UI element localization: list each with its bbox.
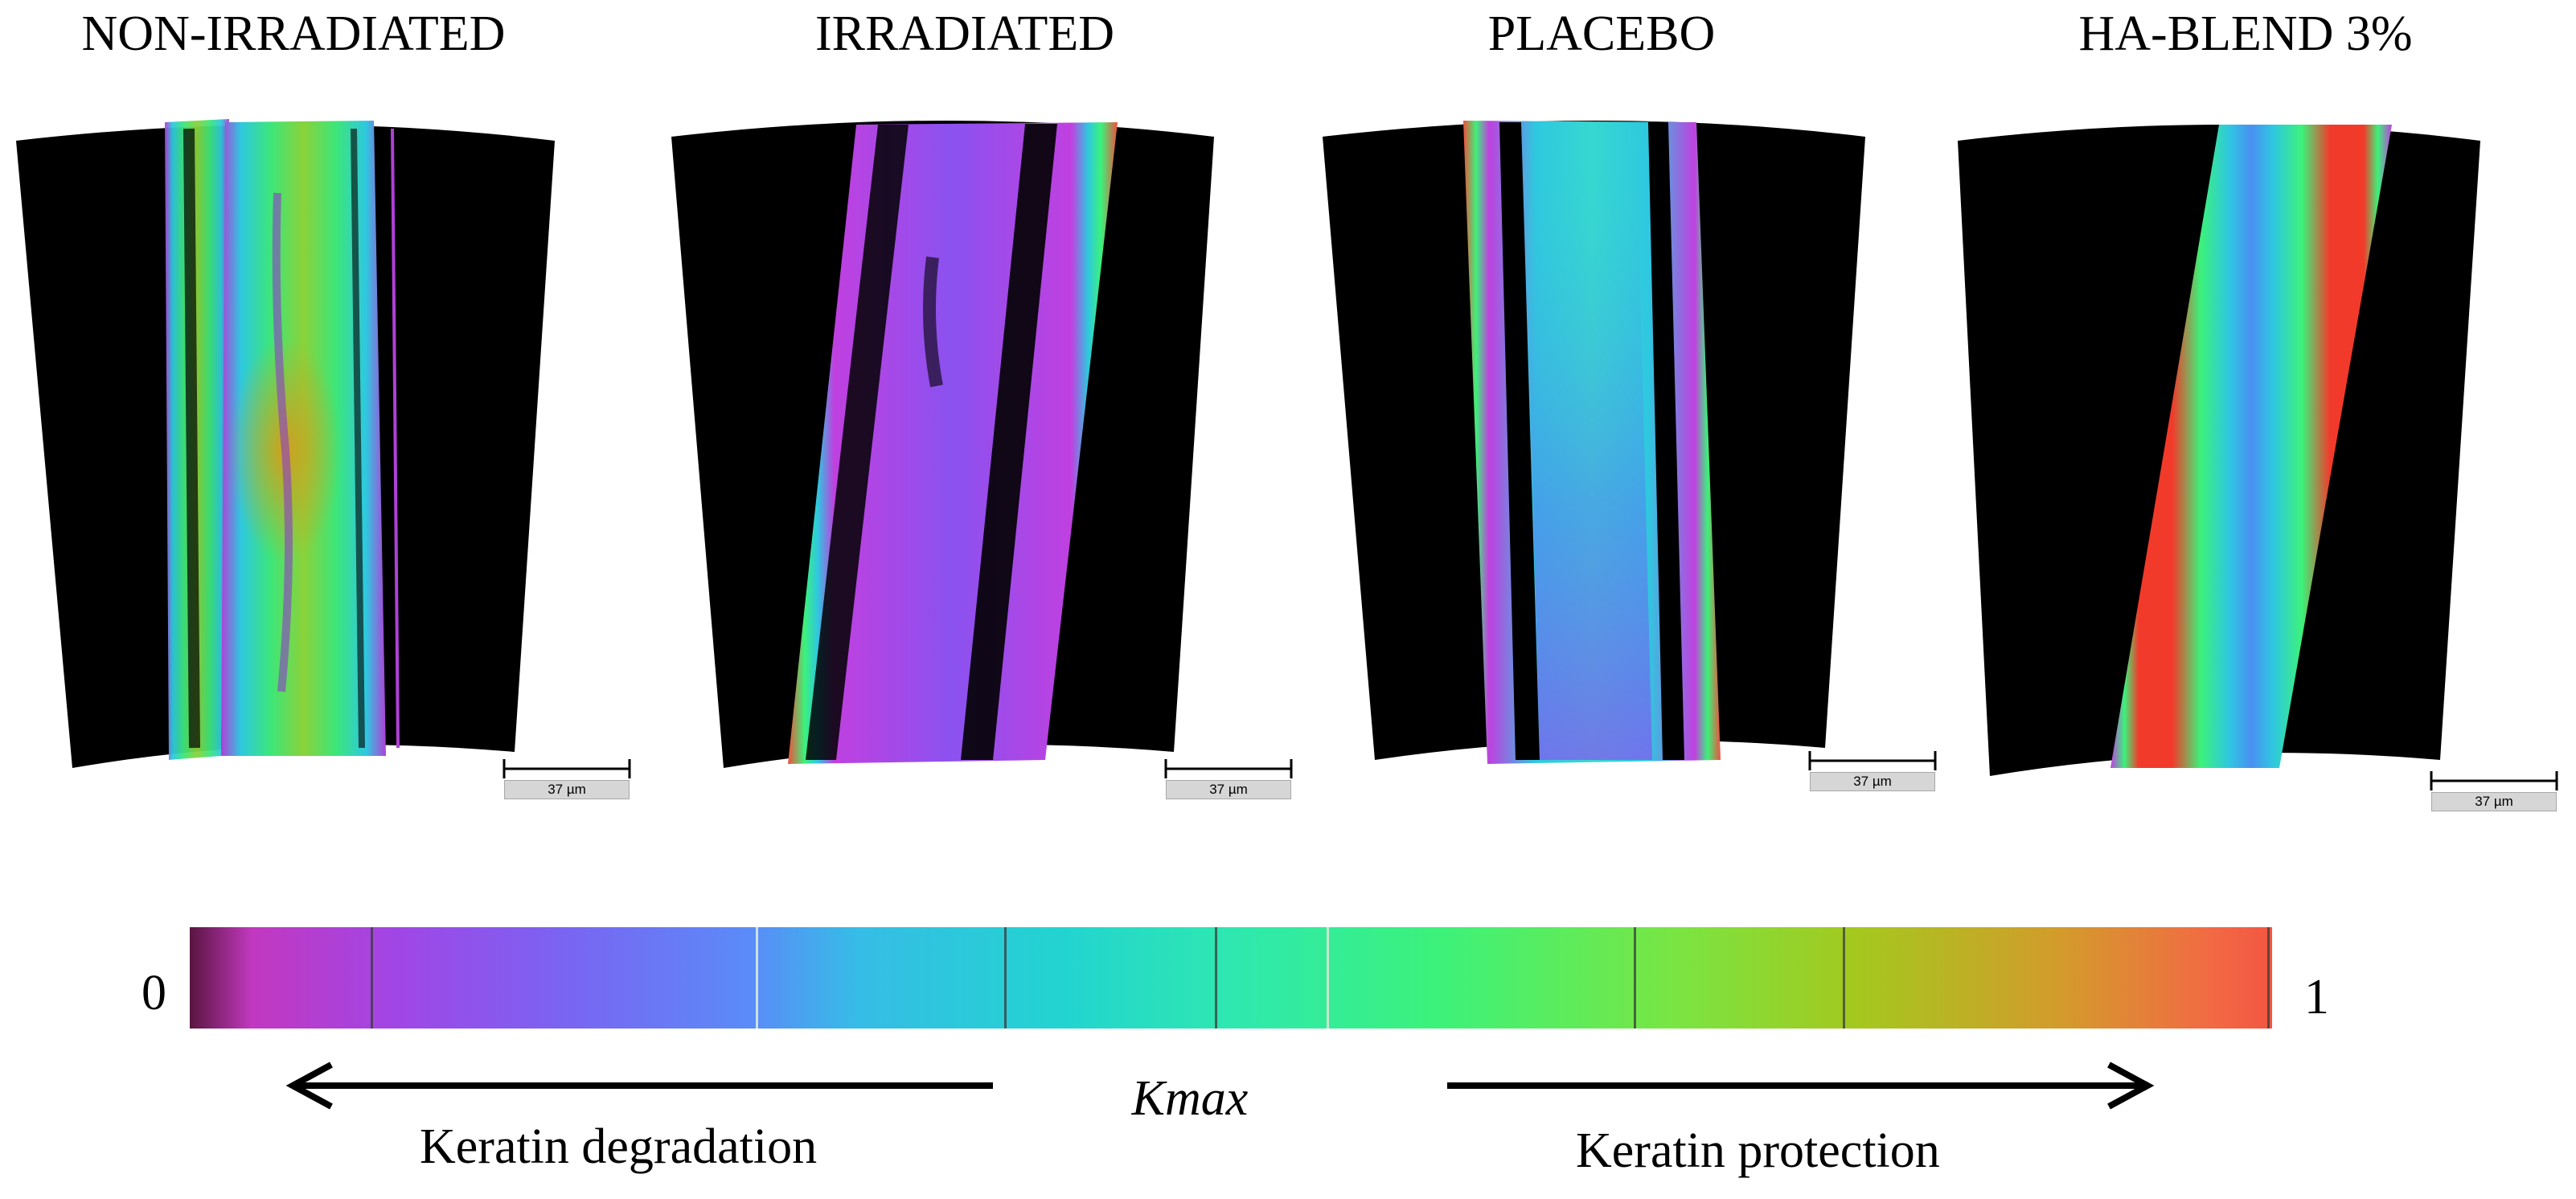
scale-bar-irradiated: 37 µm — [1163, 756, 1294, 804]
micrograph-image-irradiated — [671, 121, 1214, 768]
colorbar-tick — [1004, 927, 1007, 1029]
micrograph-image-ha-blend — [1958, 125, 2480, 776]
panel-title-ha-blend: HA-BLEND 3% — [2078, 6, 2413, 61]
micrograph-ha-blend — [1950, 113, 2529, 820]
colorbar-tick — [1843, 927, 1845, 1029]
colorbar-tick — [1634, 927, 1636, 1029]
colorbar-tick — [1327, 927, 1329, 1029]
micrograph-image-placebo — [1323, 121, 1865, 764]
left-arrow-icon — [285, 1061, 993, 1110]
colorbar-tick — [756, 927, 758, 1029]
colorbar-min-label: 0 — [142, 966, 166, 1020]
micrograph-irradiated — [667, 113, 1246, 820]
kmax-colorbar — [190, 927, 2272, 1029]
panel-title-placebo: PLACEBO — [1487, 6, 1716, 61]
colorbar-variable-label: Kmax — [1131, 1071, 1249, 1126]
colorbar-tick — [1215, 927, 1217, 1029]
micrograph-non-irradiated — [8, 113, 587, 820]
scale-bar-placebo: 37 µm — [1807, 748, 1938, 796]
scale-bar-label: 37 µm — [1166, 780, 1291, 799]
micrograph-image-non-irradiated — [16, 119, 555, 768]
panel-title-non-irradiated: NON-IRRADIATED — [81, 6, 506, 61]
keratin-protection-label: Keratin protection — [1576, 1123, 1940, 1178]
scale-bar-non-irradiated: 37 µm — [501, 756, 633, 804]
keratin-degradation-label: Keratin degradation — [420, 1119, 818, 1174]
colorbar-max-label: 1 — [2304, 970, 2329, 1024]
colorbar-tick — [371, 927, 373, 1029]
scale-bar-ha-blend: 37 µm — [2428, 768, 2560, 816]
panel-title-irradiated: IRRADIATED — [815, 6, 1114, 61]
colorbar-tick — [2267, 927, 2270, 1029]
micrograph-placebo — [1319, 113, 1897, 820]
right-arrow-icon — [1447, 1061, 2155, 1110]
scale-bar-label: 37 µm — [504, 780, 630, 799]
scale-bar-label: 37 µm — [1810, 772, 1935, 791]
scale-bar-label: 37 µm — [2431, 792, 2557, 811]
